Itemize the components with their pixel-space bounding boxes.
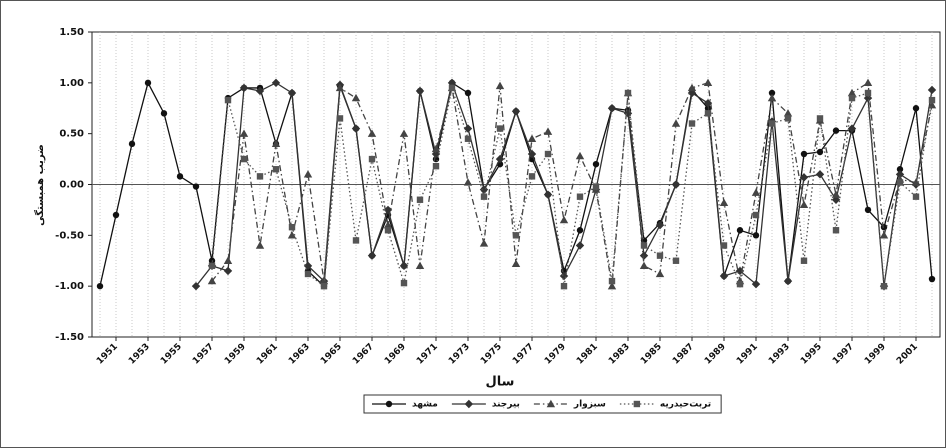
point [881,224,887,230]
point [289,224,295,230]
point [737,227,743,233]
legend-label: تربت‌حیدریه [660,400,711,410]
legend-label: مشهد [412,400,438,410]
legend-label: سبزوار [573,400,606,410]
point [529,173,535,179]
point [929,97,935,103]
legend-label: بیرجند [492,400,520,410]
point [705,110,711,116]
point [657,252,663,258]
point [897,179,903,185]
point [97,283,103,289]
point [673,258,679,264]
y-tick-label: 0.00 [59,180,84,191]
point [865,207,871,213]
point [193,183,199,189]
y-tick-label: 1.50 [59,27,84,38]
point [241,156,247,162]
point [417,197,423,203]
point [161,110,167,116]
point [721,242,727,248]
point [497,125,503,131]
y-tick-label: -0.50 [55,230,84,241]
point [337,115,343,121]
point [177,173,183,179]
point [577,194,583,200]
legend-marker [386,401,392,407]
point [801,258,807,264]
point [817,115,823,121]
point [129,141,135,147]
point [689,120,695,126]
point [593,161,599,167]
point [785,115,791,121]
point [753,232,759,238]
point [465,136,471,142]
point [369,156,375,162]
point [913,194,919,200]
point [609,278,615,284]
point [385,227,391,233]
legend-marker [634,401,640,407]
point [625,90,631,96]
point [929,276,935,282]
point [817,149,823,155]
point [801,151,807,157]
point [145,80,151,86]
point [737,281,743,287]
point [833,127,839,133]
point [481,194,487,200]
point [225,97,231,103]
point [881,283,887,289]
x-axis-label: سال [486,375,515,390]
point [913,105,919,111]
point [209,263,215,269]
y-axis-label: ضریب همبستگی [33,144,46,226]
point [353,237,359,243]
point [113,212,119,218]
legend: مشهد بیرجند سبزوار تربت‌حیدریه [364,395,721,413]
y-tick-label: 0.50 [59,129,84,140]
point [577,227,583,233]
y-tick-label: 1.00 [59,78,84,89]
point [273,166,279,172]
chart: ضریب همبستگی سال 1.50 1.00 0.50 0.00 -0.50 -1… [0,0,946,448]
point [513,232,519,238]
point [321,283,327,289]
point [593,183,599,189]
point [833,227,839,233]
y-tick-label: -1.50 [55,332,84,343]
point [753,212,759,218]
point [865,90,871,96]
point [433,163,439,169]
point [305,271,311,277]
point [465,90,471,96]
point [641,242,647,248]
point [401,280,407,286]
y-tick-label: -1.00 [55,281,84,292]
point [561,283,567,289]
point [449,85,455,91]
point [545,151,551,157]
point [769,120,775,126]
point [849,95,855,101]
point [257,173,263,179]
